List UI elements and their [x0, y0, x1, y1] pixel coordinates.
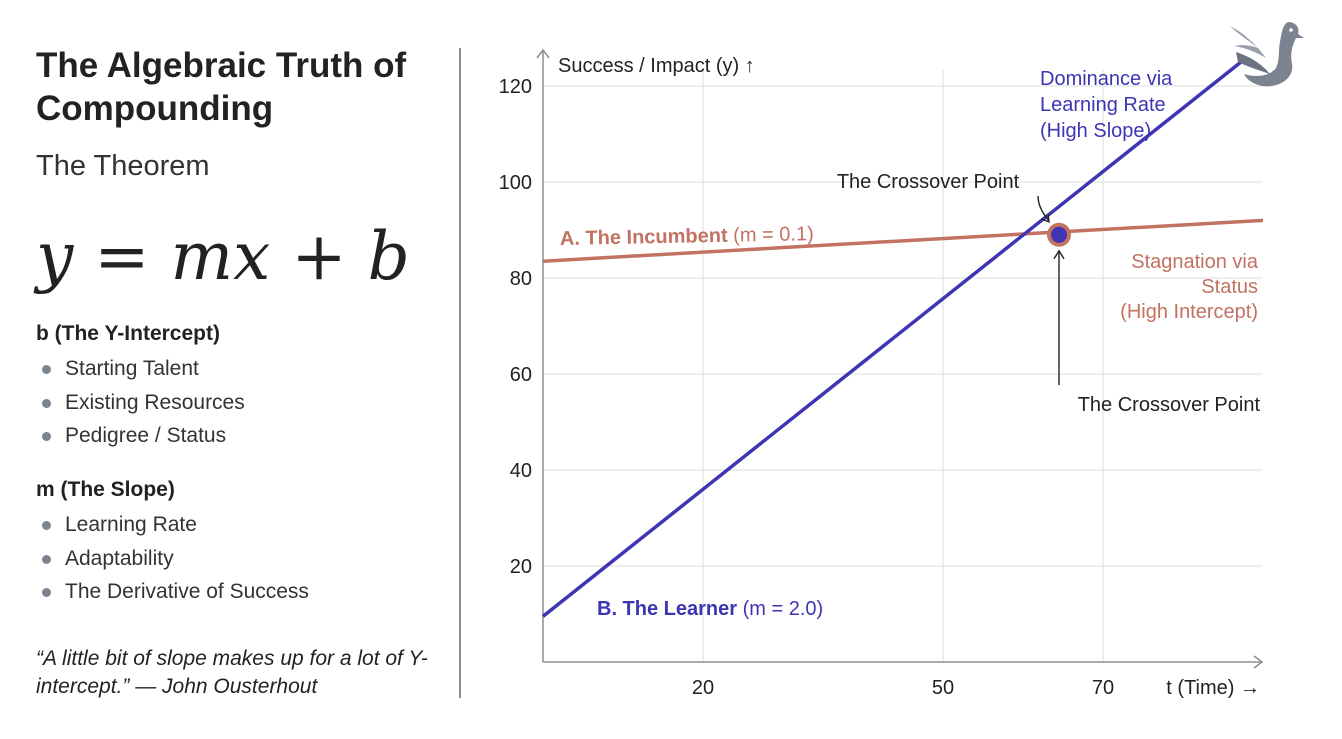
y-axis-arrow-icon	[536, 48, 550, 59]
y-axis-title: Success / Impact (y) ↑	[558, 55, 755, 77]
panel-divider	[459, 48, 461, 698]
m-section-heading: m (The Slope)	[36, 478, 175, 501]
x-tick-label: 70	[1092, 677, 1114, 699]
dominance-annotation-line: Learning Rate	[1040, 94, 1166, 116]
bullet-icon	[42, 554, 51, 564]
axes: Success / Impact (y) ↑ t (Time) →	[536, 48, 1264, 699]
formula: y = mx + b	[36, 218, 410, 295]
x-axis-arrow-icon	[1253, 655, 1264, 669]
list-item: Learning Rate	[36, 508, 309, 542]
stagnation-annotation-line: Status	[1201, 276, 1258, 298]
dominance-annotation-line: (High Slope)	[1040, 120, 1151, 142]
list-item-label: Adaptability	[65, 546, 174, 570]
y-tick-label: 100	[499, 172, 532, 194]
y-tick-label: 40	[510, 460, 532, 482]
list-item: Starting Talent	[36, 352, 245, 386]
bullet-icon	[42, 398, 51, 408]
arrow-head-icon	[1053, 249, 1065, 260]
series-label-learner: B. The Learner (m = 2.0)	[597, 598, 823, 620]
swan-logo-icon	[1230, 22, 1304, 87]
b-section-heading: b (The Y-Intercept)	[36, 322, 220, 345]
list-item-label: Learning Rate	[65, 513, 197, 536]
y-tick-label: 20	[510, 556, 532, 578]
series-line-learner	[541, 55, 1249, 618]
m-section-list: Learning Rate Adaptability The Derivativ…	[36, 508, 309, 609]
grid	[543, 70, 1262, 662]
bullet-icon	[42, 521, 51, 530]
x-axis-title: t (Time) →	[1166, 677, 1260, 699]
quote: “A little bit of slope makes up for a lo…	[36, 647, 428, 698]
y-tick-label: 80	[510, 268, 532, 290]
dominance-annotation-line: Dominance via	[1040, 68, 1173, 90]
bullet-icon	[42, 588, 51, 597]
list-item-label: Pedigree / Status	[65, 424, 227, 447]
list-item: Pedigree / Status	[36, 419, 245, 453]
crossover-marker	[1051, 226, 1067, 243]
x-tick-label: 50	[932, 677, 954, 699]
crossover-label-top: The Crossover Point	[837, 171, 1020, 193]
list-item-label: The Derivative of Success	[65, 580, 309, 603]
crossover-arrow-top	[1037, 195, 1050, 222]
y-tick-label: 60	[510, 364, 532, 386]
stagnation-annotation-line: Stagnation via	[1131, 251, 1259, 273]
b-section-list: Starting Talent Existing Resources Pedig…	[36, 352, 245, 453]
x-tick-label: 20	[692, 677, 714, 699]
list-item-label: Starting Talent	[65, 357, 199, 380]
y-tick-label: 120	[499, 76, 532, 98]
crossover-label-bottom: The Crossover Point	[1078, 394, 1261, 416]
tick-labels: 20 40 60 80 100 120 20 50 70	[499, 76, 1115, 699]
series-line-incumbent	[542, 218, 1264, 263]
series-label-incumbent: A. The Incumbent (m = 0.1)	[560, 223, 814, 250]
theorem-subtitle: The Theorem	[36, 150, 210, 182]
list-item: The Derivative of Success	[36, 575, 309, 609]
page-title: The Algebraic Truth of Compounding	[36, 46, 407, 128]
list-item-label: Existing Resources	[65, 390, 245, 414]
annotations: The Crossover Point The Crossover Point Do…	[837, 68, 1261, 416]
list-item: Existing Resources	[36, 386, 245, 420]
list-item: Adaptability	[36, 542, 309, 576]
stagnation-annotation-line: (High Intercept)	[1120, 301, 1258, 323]
arrow-head-icon	[1040, 213, 1050, 223]
series: A. The Incumbent (m = 0.1) B. The Learner…	[541, 55, 1264, 620]
left-panel: The Algebraic Truth of Compounding The T…	[36, 0, 446, 739]
bullet-icon	[42, 365, 51, 374]
bullet-icon	[42, 432, 51, 441]
